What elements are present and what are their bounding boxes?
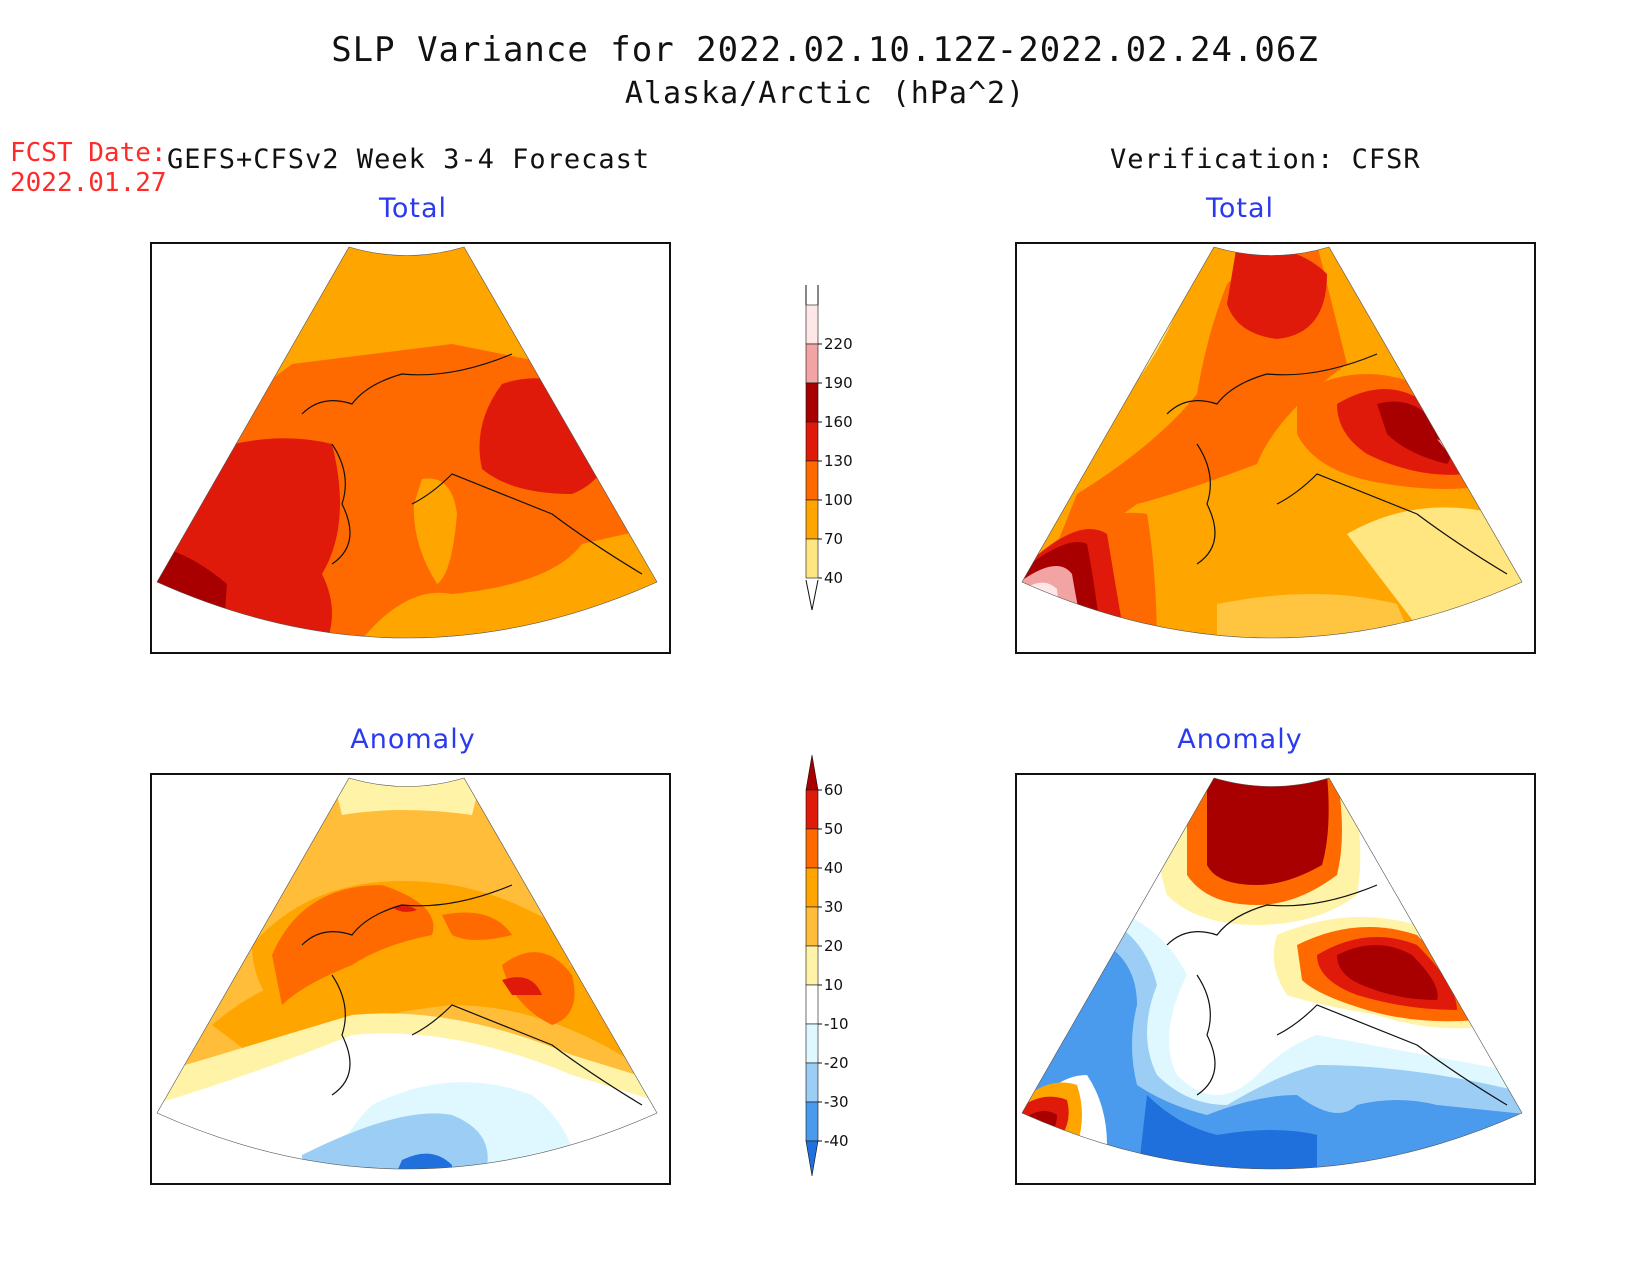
anomaly-colorbar: 60 50 40 30 20 10 -10 -20 -30 -40 xyxy=(790,750,870,1210)
total-colorbar-label: 130 xyxy=(824,452,853,470)
anomaly-colorbar-swatch xyxy=(805,984,819,1025)
anomaly-colorbar-swatch xyxy=(805,1101,819,1142)
total-colorbar-swatch xyxy=(805,304,819,345)
anomaly-colorbar-label: 50 xyxy=(824,820,843,838)
anomaly-colorbar-label: -30 xyxy=(824,1093,849,1111)
anomaly-colorbar-bottom-arrow xyxy=(805,1140,819,1177)
total-colorbar-label: 40 xyxy=(824,569,843,587)
total-colorbar: 220 190 160 130 100 70 40 xyxy=(790,280,870,620)
total-colorbar-swatch xyxy=(805,343,819,384)
total-colorbar-swatch xyxy=(805,538,819,579)
anomaly-colorbar-label: 10 xyxy=(824,976,843,994)
anomaly-colorbar-label: 60 xyxy=(824,781,843,799)
anomaly-colorbar-swatch xyxy=(805,789,819,830)
total-colorbar-swatch xyxy=(805,421,819,462)
anomaly-colorbar-label: -40 xyxy=(824,1132,849,1150)
forecast-total-title: Total xyxy=(378,193,448,224)
anomaly-colorbar-label: 20 xyxy=(824,937,843,955)
total-colorbar-swatch xyxy=(805,382,819,423)
total-colorbar-label: 190 xyxy=(824,374,853,392)
total-colorbar-label: 100 xyxy=(824,491,853,509)
anomaly-colorbar-swatch xyxy=(805,867,819,908)
anomaly-colorbar-label: -20 xyxy=(824,1054,849,1072)
anomaly-colorbar-swatch xyxy=(805,945,819,986)
anomaly-colorbar-swatch xyxy=(805,1062,819,1103)
fcst-date-value: 2022.01.27 xyxy=(10,168,167,198)
verification-anomaly-title: Anomaly xyxy=(1177,724,1303,755)
anomaly-colorbar-swatch xyxy=(805,906,819,947)
anomaly-colorbar-top-arrow xyxy=(805,754,819,791)
total-colorbar-label: 220 xyxy=(824,335,853,353)
total-colorbar-label: 160 xyxy=(824,413,853,431)
anomaly-colorbar-label: 30 xyxy=(824,898,843,916)
anomaly-colorbar-swatch xyxy=(805,828,819,869)
total-colorbar-swatch xyxy=(805,460,819,501)
verification-total-title: Total xyxy=(1205,193,1275,224)
anomaly-colorbar-label: -10 xyxy=(824,1015,849,1033)
anomaly-colorbar-label: 40 xyxy=(824,859,843,877)
anomaly-colorbar-swatch xyxy=(805,1023,819,1064)
forecast-anomaly-map xyxy=(150,773,671,1185)
forecast-total-map xyxy=(150,242,671,654)
fcst-date-label: FCST Date: xyxy=(10,138,167,168)
forecast-column-heading: GEFS+CFSv2 Week 3-4 Forecast xyxy=(167,144,651,175)
sub-title: Alaska/Arctic (hPa^2) xyxy=(624,76,1026,111)
verification-column-heading: Verification: CFSR xyxy=(1110,144,1421,175)
total-colorbar-swatch xyxy=(805,499,819,540)
verification-anomaly-map xyxy=(1015,773,1536,1185)
main-title: SLP Variance for 2022.02.10.12Z-2022.02.… xyxy=(331,30,1319,70)
forecast-anomaly-title: Anomaly xyxy=(350,724,476,755)
total-colorbar-label: 70 xyxy=(824,530,843,548)
verification-total-map xyxy=(1015,242,1536,654)
